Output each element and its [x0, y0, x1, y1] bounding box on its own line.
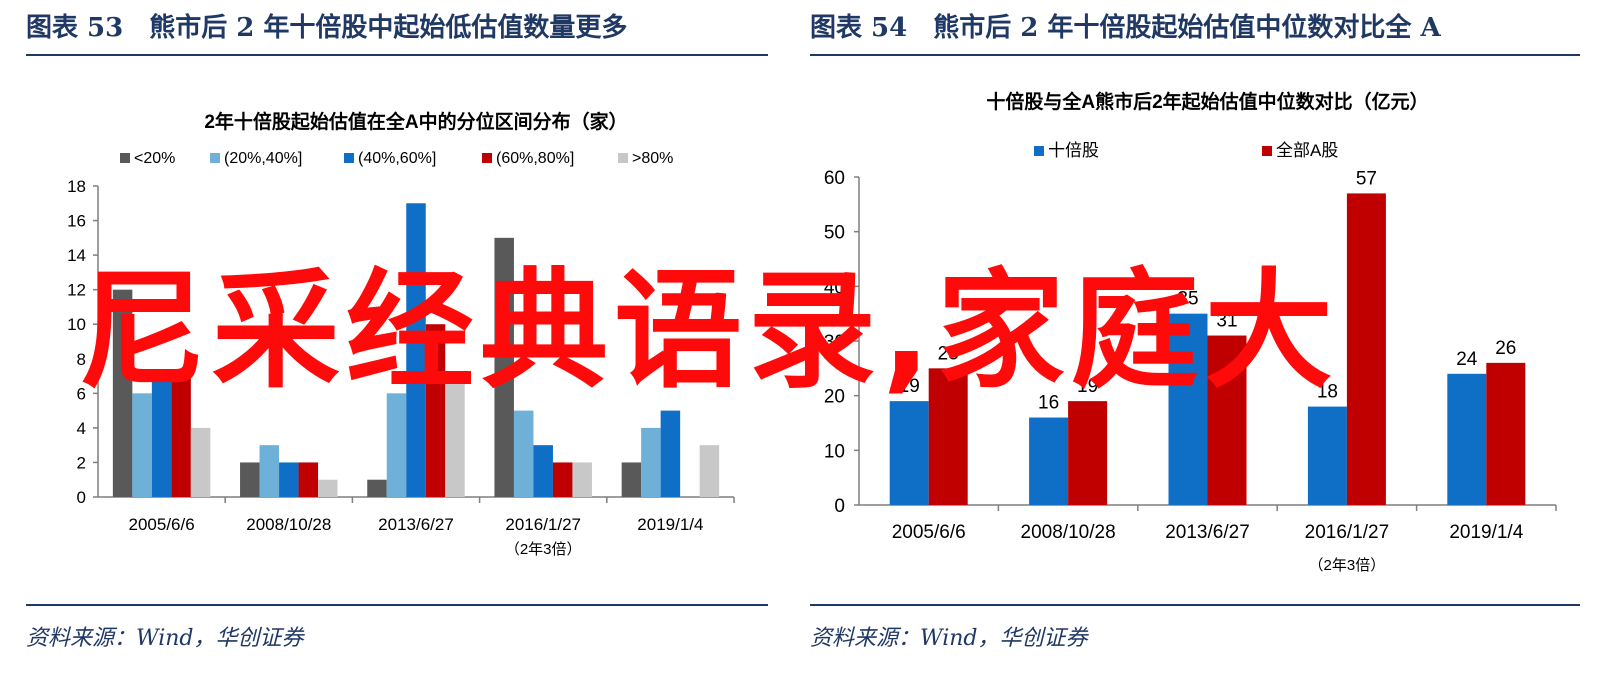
bar — [494, 237, 514, 498]
bar — [1068, 401, 1108, 505]
bar — [533, 445, 553, 497]
legend-label: (40%,60%] — [358, 150, 436, 167]
y-tick-label: 20 — [824, 387, 845, 408]
figure-53-top-rule — [26, 54, 768, 56]
data-label: 25 — [938, 343, 959, 364]
bar — [386, 393, 407, 497]
bar — [190, 427, 211, 497]
figure-54-bottom-rule — [810, 604, 1580, 606]
chart-title: 十倍股与全A熊市后2年起始估值中位数对比（亿元） — [986, 90, 1428, 113]
x-tick-label: 2019/1/4 — [637, 515, 703, 534]
data-label: 19 — [899, 376, 920, 397]
y-tick-label: 60 — [824, 168, 845, 189]
x-tick-label: 2016/1/27 — [505, 515, 581, 534]
legend-swatch — [482, 153, 492, 163]
data-label: 18 — [1317, 382, 1338, 403]
bar — [259, 445, 280, 497]
bar — [552, 462, 573, 497]
legend-swatch — [344, 153, 354, 163]
x-tick-label: 2013/6/27 — [378, 515, 454, 534]
bar — [889, 401, 929, 505]
figure-54-heading: 图表 54 熊市后 2 年十倍股起始估值中位数对比全 A — [810, 13, 1441, 43]
figure-53-heading: 图表 53 熊市后 2 年十倍股中起始低估值数量更多 — [26, 13, 628, 43]
chart-54: 十倍股与全A熊市后2年起始估值中位数对比（亿元） 十倍股 全部A股 0 10 20 30 40… — [824, 90, 1557, 574]
y-tick-label: 2 — [77, 453, 86, 472]
legend-label: 十倍股 — [1048, 141, 1099, 160]
y-tick-label: 50 — [824, 223, 845, 244]
chart-title: 2年十倍股起始估值在全A中的分位区间分布（家） — [204, 110, 627, 133]
legend-label: <20% — [134, 150, 175, 167]
legend-label: >80% — [632, 150, 673, 167]
legend-swatch — [618, 153, 628, 163]
figure-53-source: 资料来源：Wind，华创证券 — [26, 626, 304, 651]
bar — [240, 462, 260, 497]
legend-swatch — [1262, 146, 1272, 156]
x-tick-sublabel: （2年3倍） — [505, 541, 582, 558]
legend-swatch — [1034, 146, 1044, 156]
y-tick-label: 40 — [824, 277, 845, 298]
y-tick-label: 16 — [67, 212, 86, 231]
bar — [513, 410, 534, 497]
legend-swatch — [210, 153, 220, 163]
legend-label: 全部A股 — [1276, 141, 1338, 160]
bar — [572, 462, 592, 497]
y-tick-label: 10 — [824, 441, 845, 462]
bar — [445, 376, 465, 497]
bar — [1486, 362, 1526, 505]
bar — [132, 393, 152, 497]
bar — [699, 445, 720, 497]
bar — [406, 203, 426, 497]
chart-53: 2年十倍股起始估值在全A中的分位区间分布（家） <20% (20%,40%] (40%… — [67, 110, 735, 558]
bar — [171, 376, 191, 497]
y-tick-label: 10 — [67, 315, 86, 334]
bar — [1029, 417, 1069, 505]
bar — [1307, 406, 1347, 505]
x-tick-sublabel: （2年3倍） — [1309, 557, 1386, 574]
bar — [298, 462, 319, 497]
data-label: 19 — [1077, 376, 1098, 397]
legend-label: (60%,80%] — [496, 150, 574, 167]
y-tick-label: 30 — [824, 332, 845, 353]
data-label: 57 — [1356, 168, 1377, 189]
bar — [928, 368, 968, 505]
bar — [279, 462, 299, 497]
figure-54-source: 资料来源：Wind，华创证券 — [810, 626, 1088, 651]
figure-54-top-rule — [810, 54, 1580, 56]
bar — [1168, 313, 1208, 505]
x-tick-label: 2013/6/27 — [1165, 522, 1250, 543]
x-tick-label: 2005/6/6 — [129, 515, 195, 534]
data-label: 31 — [1216, 311, 1237, 332]
bar — [112, 289, 133, 497]
legend-label: (20%,40%] — [224, 150, 302, 167]
bar — [1447, 373, 1487, 505]
bar — [318, 479, 338, 497]
bar — [1346, 193, 1386, 505]
figure-53-bottom-rule — [26, 604, 768, 606]
data-label: 26 — [1495, 338, 1516, 359]
bar — [660, 410, 681, 497]
x-tick-label: 2019/1/4 — [1449, 522, 1523, 543]
x-tick-label: 2008/10/28 — [1021, 522, 1116, 543]
bar — [151, 376, 172, 497]
data-label: 16 — [1038, 393, 1059, 414]
y-tick-label: 14 — [67, 246, 86, 265]
y-tick-label: 12 — [67, 281, 86, 300]
legend-swatch — [120, 153, 130, 163]
bar — [425, 324, 446, 497]
bar — [367, 479, 387, 497]
y-tick-label: 4 — [77, 419, 86, 438]
y-tick-label: 6 — [77, 384, 86, 403]
x-tick-label: 2008/10/28 — [246, 515, 331, 534]
y-tick-label: 18 — [67, 177, 86, 196]
y-tick-label: 0 — [834, 496, 845, 517]
y-tick-label: 0 — [77, 488, 86, 507]
y-tick-label: 8 — [77, 350, 86, 369]
x-tick-label: 2005/6/6 — [892, 522, 966, 543]
data-label: 24 — [1456, 349, 1478, 370]
bar — [1207, 335, 1247, 505]
data-label: 35 — [1177, 289, 1198, 310]
x-tick-label: 2016/1/27 — [1305, 522, 1390, 543]
bar — [641, 427, 661, 497]
bar — [621, 462, 642, 497]
